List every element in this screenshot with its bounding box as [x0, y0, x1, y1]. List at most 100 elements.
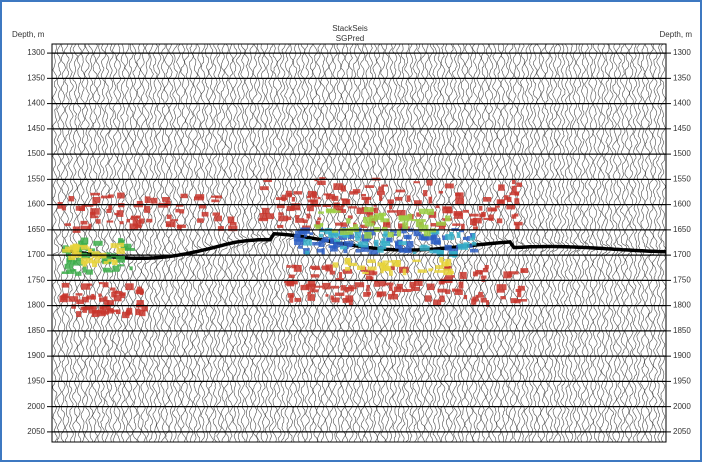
attribute-patch: [459, 282, 464, 289]
attribute-patch: [299, 230, 308, 235]
attribute-patch: [398, 246, 402, 252]
attribute-patch: [445, 259, 451, 266]
attribute-patch: [309, 289, 318, 292]
y-tick-label-right: 1850: [673, 326, 691, 335]
attribute-patch: [202, 212, 209, 217]
attribute-patch: [146, 219, 152, 223]
y-tick-label-right: 2050: [673, 427, 691, 436]
attribute-patch: [92, 197, 100, 203]
attribute-patch: [88, 224, 91, 230]
attribute-patch: [379, 213, 386, 216]
attribute-patch: [197, 218, 204, 222]
attribute-patch: [428, 268, 433, 270]
attribute-patch: [445, 209, 452, 213]
attribute-patch: [341, 285, 346, 290]
chart-subtitle: SGPred: [336, 34, 364, 43]
attribute-patch: [295, 215, 299, 219]
attribute-patch: [403, 269, 407, 276]
attribute-patch: [427, 284, 435, 290]
attribute-patch: [125, 283, 133, 290]
attribute-patch: [278, 212, 283, 215]
attribute-patch: [344, 241, 354, 246]
attribute-patch: [112, 266, 119, 272]
attribute-patch: [103, 268, 111, 271]
attribute-patch: [404, 247, 412, 253]
y-tick-label-right: 1350: [673, 73, 691, 82]
attribute-patch: [167, 215, 172, 219]
attribute-patch: [62, 271, 69, 273]
attribute-patch: [398, 215, 408, 220]
attribute-patch: [379, 195, 382, 201]
attribute-patch: [445, 183, 454, 188]
attribute-patch: [107, 220, 114, 222]
attribute-patch: [65, 264, 74, 269]
attribute-patch: [355, 282, 364, 287]
y-tick-label-right: 1700: [673, 250, 691, 259]
y-tick-label: 1600: [27, 200, 45, 209]
attribute-patch: [81, 283, 90, 289]
attribute-patch: [397, 230, 401, 237]
attribute-patch: [435, 265, 443, 269]
attribute-patch: [93, 241, 102, 246]
attribute-patch: [90, 193, 100, 196]
attribute-patch: [144, 206, 150, 213]
attribute-patch: [463, 210, 469, 213]
attribute-patch: [379, 281, 385, 286]
attribute-patch: [366, 285, 369, 292]
attribute-patch: [512, 186, 517, 193]
y-tick-label-right: 1550: [673, 174, 691, 183]
y-tick-label: 1950: [27, 377, 45, 386]
attribute-patch: [423, 190, 427, 196]
attribute-patch: [96, 219, 101, 224]
attribute-patch: [392, 260, 400, 266]
attribute-patch: [317, 218, 321, 221]
attribute-patch: [348, 206, 357, 208]
attribute-patch: [394, 287, 402, 292]
y-tick-label: 1700: [27, 250, 45, 259]
attribute-patch: [397, 210, 406, 216]
attribute-patch: [325, 264, 333, 271]
attribute-patch: [353, 224, 358, 227]
attribute-patch: [111, 243, 119, 248]
attribute-patch: [381, 268, 391, 271]
attribute-patch: [287, 193, 292, 196]
attribute-patch: [292, 197, 295, 202]
attribute-patch: [511, 298, 517, 303]
attribute-patch: [333, 262, 339, 267]
attribute-patch: [86, 295, 96, 299]
attribute-patch: [294, 191, 303, 194]
attribute-patch: [445, 216, 450, 222]
attribute-patch: [70, 269, 76, 271]
attribute-patch: [395, 197, 402, 201]
attribute-patch: [58, 202, 63, 209]
attribute-patch: [74, 246, 79, 251]
attribute-patch: [276, 197, 282, 200]
attribute-patch: [369, 250, 378, 255]
attribute-patch: [407, 195, 411, 201]
attribute-patch: [295, 208, 300, 211]
attribute-patch: [318, 211, 324, 213]
attribute-patch: [498, 184, 505, 190]
attribute-patch: [228, 216, 234, 223]
attribute-patch: [521, 269, 525, 272]
attribute-patch: [473, 272, 478, 277]
attribute-patch: [307, 294, 315, 301]
attribute-patch: [312, 242, 320, 246]
attribute-patch: [495, 206, 500, 208]
attribute-patch: [365, 197, 369, 203]
attribute-patch: [62, 294, 67, 297]
attribute-patch: [388, 232, 394, 237]
attribute-patch: [104, 296, 108, 301]
attribute-patch: [372, 271, 377, 274]
attribute-patch: [303, 239, 312, 245]
y-tick-label-right: 1650: [673, 225, 691, 234]
attribute-patch: [491, 208, 497, 211]
attribute-patch: [214, 216, 222, 222]
attribute-patch: [345, 258, 351, 265]
attribute-patch: [331, 297, 339, 302]
attribute-patch: [325, 228, 333, 234]
attribute-patch: [170, 219, 178, 221]
attribute-patch: [448, 271, 453, 274]
y-tick-label: 1500: [27, 149, 45, 158]
attribute-patch: [130, 266, 133, 270]
